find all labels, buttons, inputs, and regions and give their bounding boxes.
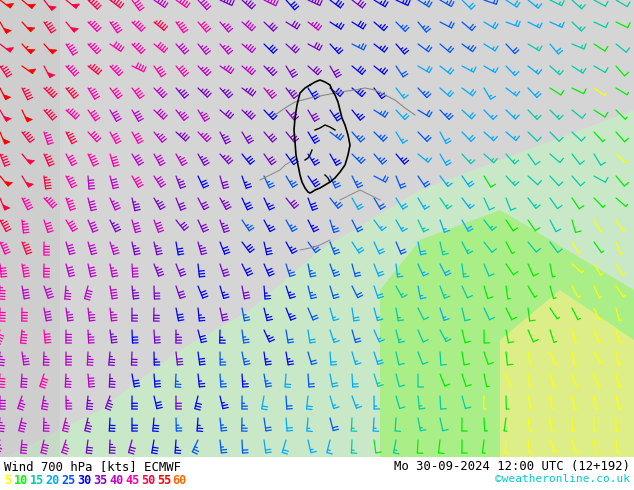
Polygon shape: [48, 73, 55, 77]
Text: 30: 30: [77, 474, 91, 487]
Text: 20: 20: [46, 474, 60, 487]
Polygon shape: [6, 3, 14, 8]
Bar: [0, 457, 634, 490]
Polygon shape: [3, 139, 10, 144]
Text: 5: 5: [4, 474, 11, 487]
Polygon shape: [500, 290, 634, 490]
Polygon shape: [70, 27, 79, 32]
Polygon shape: [3, 95, 11, 99]
Polygon shape: [6, 48, 14, 52]
Polygon shape: [28, 4, 36, 8]
Polygon shape: [27, 160, 34, 164]
Polygon shape: [48, 6, 56, 10]
Text: 60: 60: [172, 474, 187, 487]
Polygon shape: [3, 205, 10, 210]
Text: ©weatheronline.co.uk: ©weatheronline.co.uk: [495, 474, 630, 484]
Bar: [0, 0, 60, 490]
Polygon shape: [380, 210, 634, 490]
Text: 45: 45: [125, 474, 139, 487]
Text: 50: 50: [141, 474, 155, 487]
Text: 55: 55: [157, 474, 171, 487]
Polygon shape: [4, 28, 11, 33]
Text: Mo 30-09-2024 12:00 UTC (12+192): Mo 30-09-2024 12:00 UTC (12+192): [394, 460, 630, 473]
Polygon shape: [72, 4, 79, 8]
Polygon shape: [4, 182, 13, 186]
Polygon shape: [25, 117, 32, 122]
Polygon shape: [27, 49, 35, 53]
Text: 40: 40: [109, 474, 124, 487]
Text: 35: 35: [93, 474, 107, 487]
Text: Wind 700 hPa [kts] ECMWF: Wind 700 hPa [kts] ECMWF: [4, 460, 181, 473]
Polygon shape: [28, 69, 36, 74]
Polygon shape: [49, 49, 57, 54]
Polygon shape: [26, 182, 34, 187]
Text: 10: 10: [14, 474, 28, 487]
Polygon shape: [0, 0, 634, 460]
Text: 25: 25: [61, 474, 75, 487]
Polygon shape: [27, 27, 35, 31]
Polygon shape: [4, 116, 11, 121]
Text: 15: 15: [30, 474, 44, 487]
